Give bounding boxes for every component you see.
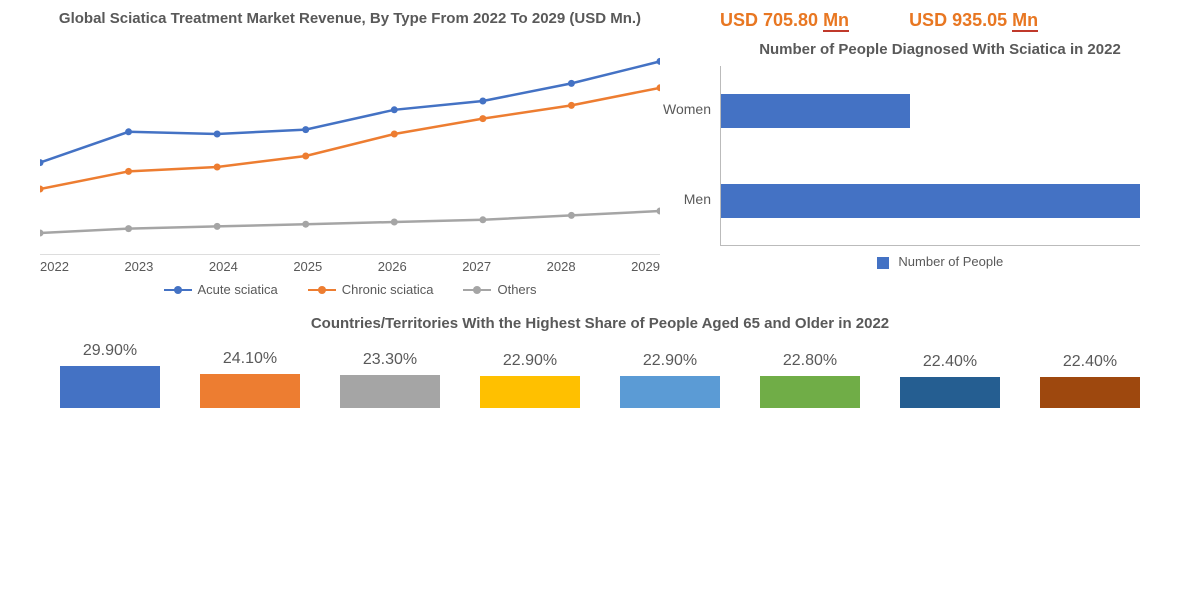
countries-chart-title: Countries/Territories With the Highest S… [20,315,1180,332]
hbar-category-label: Women [641,101,721,117]
legend-item: Chronic sciatica [308,282,434,297]
hbar-row: Women [721,66,1140,156]
country-bar [900,377,1000,408]
right-panel: USD 705.80 Mn USD 935.05 Mn Number of Pe… [700,10,1180,297]
country-bar-value: 22.40% [923,353,977,371]
country-bar-value: 29.90% [83,342,137,360]
legend-item: Others [463,282,536,297]
country-bar [200,374,300,408]
x-axis-label: 2027 [462,259,491,274]
x-axis-label: 2029 [631,259,660,274]
line-chart-svg [40,35,660,255]
country-bar-col: 24.10% [195,350,305,408]
country-bar-value: 23.30% [363,351,417,369]
line-chart-plot [40,35,660,255]
country-bar [60,366,160,408]
x-axis-label: 2024 [209,259,238,274]
legend-swatch-icon [877,257,889,269]
x-axis-label: 2022 [40,259,69,274]
country-bar-col: 29.90% [55,342,165,408]
country-bar-value: 22.90% [643,352,697,370]
hbar-category-label: Men [641,191,721,207]
countries-chart-bars: 29.90% 24.10% 23.30% 22.90% 22.90% 22.80% 22.4… [20,342,1180,408]
country-bar [1040,377,1140,408]
country-bar [760,376,860,408]
hbar-chart-title: Number of People Diagnosed With Sciatica… [700,41,1180,58]
country-bar-value: 24.10% [223,350,277,368]
hbar-row: Men [721,156,1140,246]
countries-chart-panel: Countries/Territories With the Highest S… [20,315,1180,408]
x-axis-label: 2023 [124,259,153,274]
x-axis-label: 2025 [293,259,322,274]
line-chart-title: Global Sciatica Treatment Market Revenue… [20,10,680,27]
line-chart-x-labels: 2022 2023 2024 2025 2026 2027 2028 2029 [40,259,660,274]
country-bar-value: 22.90% [503,352,557,370]
country-bar-col: 22.40% [1035,353,1145,408]
headline-value-2-text: USD 935.05 Mn [909,10,1038,32]
x-axis-label: 2026 [378,259,407,274]
hbar-bar [721,184,1140,218]
legend-label: Chronic sciatica [342,282,434,297]
legend-item: Acute sciatica [164,282,278,297]
country-bar-col: 22.90% [615,352,725,408]
hbar-chart-plot: WomenMen [720,66,1140,246]
headline-value-1: USD 705.80 Mn [720,10,849,31]
legend-label: Acute sciatica [198,282,278,297]
country-bar-value: 22.40% [1063,353,1117,371]
country-bar-col: 22.80% [755,352,865,408]
country-bar-value: 22.80% [783,352,837,370]
country-bar-col: 23.30% [335,351,445,408]
country-bar [620,376,720,408]
legend-label: Others [497,282,536,297]
line-chart-legend: Acute sciatica Chronic sciatica Others [20,282,680,297]
country-bar-col: 22.40% [895,353,1005,408]
hbar-bar [721,94,910,128]
hbar-legend-label: Number of People [898,254,1003,269]
headline-values: USD 705.80 Mn USD 935.05 Mn [700,10,1180,31]
country-bar [480,376,580,408]
x-axis-label: 2028 [547,259,576,274]
headline-value-1-text: USD 705.80 Mn [720,10,849,32]
headline-value-2: USD 935.05 Mn [909,10,1038,31]
country-bar [340,375,440,408]
line-chart-panel: Global Sciatica Treatment Market Revenue… [20,10,680,297]
hbar-chart-legend: Number of People [700,254,1180,269]
country-bar-col: 22.90% [475,352,585,408]
